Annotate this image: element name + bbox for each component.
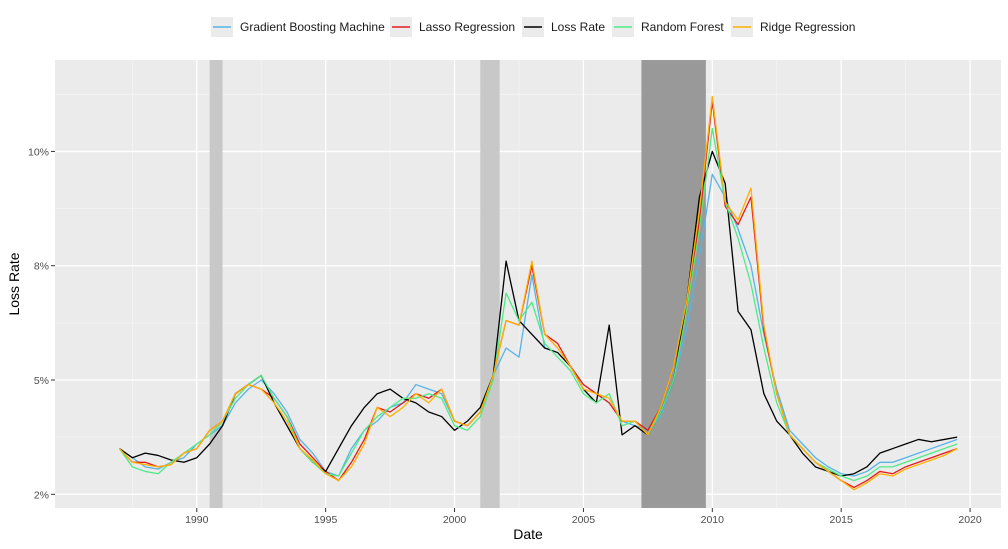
y-tick-label: 10%	[28, 146, 49, 158]
legend-label: Random Forest	[641, 20, 724, 34]
x-tick-label: 1990	[185, 514, 209, 526]
x-tick-label: 2005	[572, 514, 596, 526]
legend-label: Ridge Regression	[760, 20, 855, 34]
y-axis-ticks: 2% 5% 8% 10%	[28, 146, 55, 501]
x-axis-ticks: 1990 1995 2000 2005 2010 2015 2020	[185, 508, 982, 526]
legend-label: Gradient Boosting Machine	[240, 20, 385, 34]
legend-label: Lasso Regression	[419, 20, 515, 34]
recession-band	[209, 60, 223, 508]
recession-band	[480, 60, 500, 508]
series-lines	[118, 95, 958, 491]
x-tick-label: 2000	[443, 514, 467, 526]
x-tick-label: 2015	[830, 514, 854, 526]
recession-band	[641, 60, 706, 508]
x-tick-label: 2020	[958, 514, 982, 526]
x-tick-label: 2010	[701, 514, 725, 526]
x-tick-label: 1995	[314, 514, 338, 526]
y-tick-label: 8%	[34, 261, 49, 273]
y-tick-label: 2%	[34, 489, 49, 501]
legend: Gradient Boosting Machine Lasso Regressio…	[211, 17, 855, 37]
y-tick-label: 5%	[34, 375, 49, 387]
series-line-gradient-boosting-machine	[119, 173, 958, 477]
series-line-ridge-regression	[118, 95, 958, 491]
x-axis-title: Date	[513, 526, 543, 542]
y-axis-title: Loss Rate	[6, 252, 22, 315]
legend-label: Loss Rate	[551, 20, 605, 34]
